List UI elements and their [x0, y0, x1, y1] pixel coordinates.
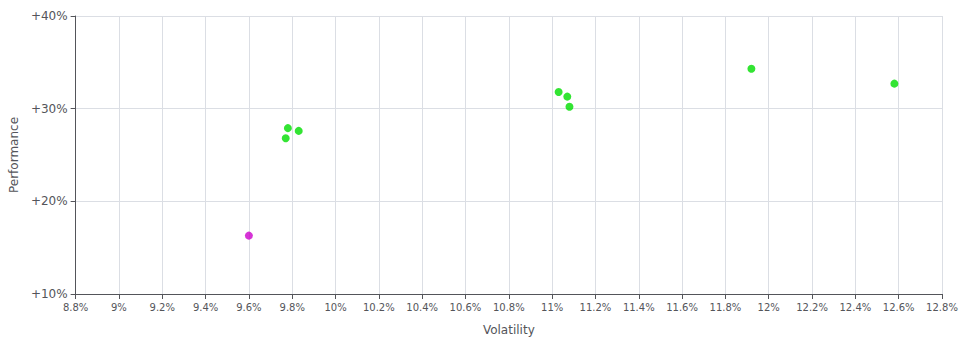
svg-text:9%: 9%: [111, 302, 127, 313]
svg-text:10%: 10%: [324, 302, 346, 313]
svg-text:10.6%: 10.6%: [450, 302, 482, 313]
svg-text:Performance: Performance: [7, 117, 21, 193]
svg-text:11%: 11%: [541, 302, 563, 313]
svg-text:+20%: +20%: [31, 194, 68, 208]
svg-text:10.4%: 10.4%: [406, 302, 438, 313]
svg-text:+40%: +40%: [31, 9, 68, 23]
svg-text:12.6%: 12.6%: [883, 302, 915, 313]
svg-text:11.8%: 11.8%: [710, 302, 742, 313]
svg-text:9.4%: 9.4%: [193, 302, 218, 313]
svg-text:Volatility: Volatility: [483, 323, 535, 337]
svg-text:+30%: +30%: [31, 102, 68, 116]
svg-text:11.4%: 11.4%: [623, 302, 655, 313]
svg-text:9.8%: 9.8%: [280, 302, 305, 313]
svg-text:+10%: +10%: [31, 287, 68, 301]
svg-text:10.8%: 10.8%: [493, 302, 525, 313]
svg-text:11.2%: 11.2%: [580, 302, 612, 313]
svg-text:10.2%: 10.2%: [363, 302, 395, 313]
svg-text:9.2%: 9.2%: [150, 302, 175, 313]
svg-text:12.4%: 12.4%: [839, 302, 871, 313]
svg-text:9.6%: 9.6%: [236, 302, 261, 313]
svg-text:12%: 12%: [758, 302, 780, 313]
svg-text:12.8%: 12.8%: [926, 302, 958, 313]
svg-text:12.2%: 12.2%: [796, 302, 828, 313]
svg-text:11.6%: 11.6%: [666, 302, 698, 313]
svg-text:8.8%: 8.8%: [63, 302, 88, 313]
